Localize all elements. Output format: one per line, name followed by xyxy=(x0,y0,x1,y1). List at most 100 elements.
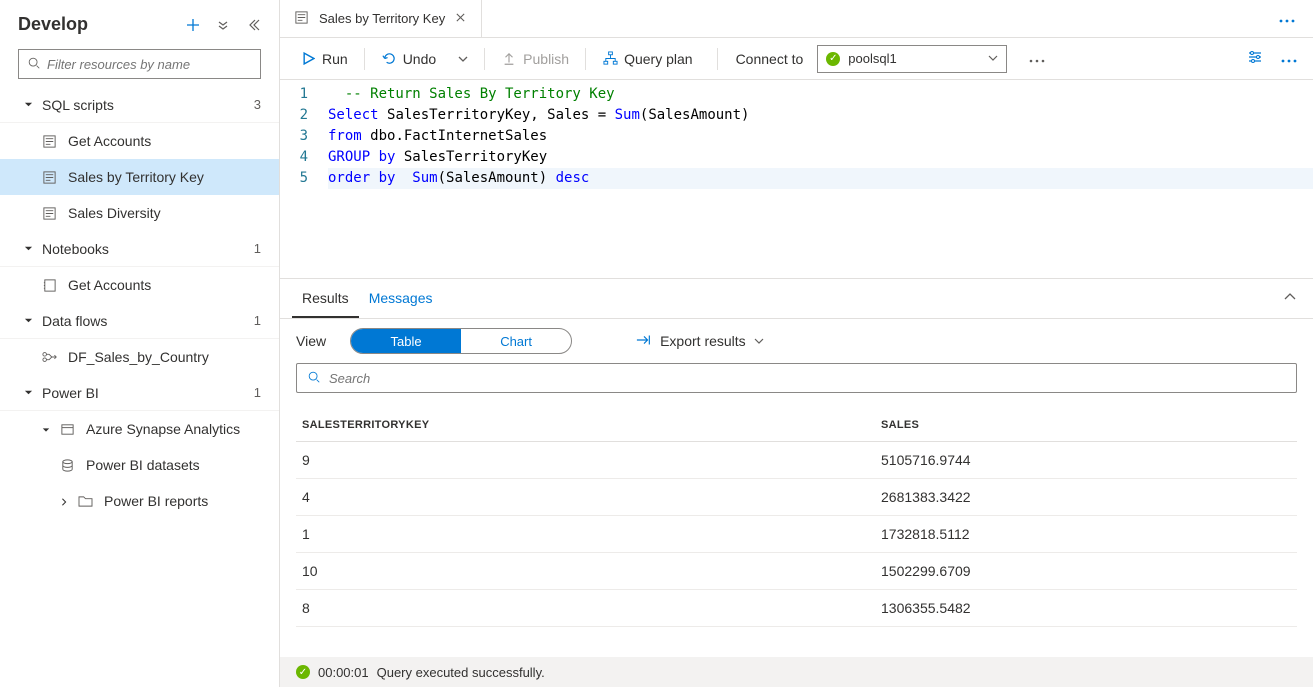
export-results-button[interactable]: Export results xyxy=(636,333,764,350)
table-cell: 4 xyxy=(296,479,875,516)
filter-input-field[interactable] xyxy=(47,57,252,72)
connect-to-label: Connect to xyxy=(736,51,804,67)
results-viewbar: View Table Chart Export results xyxy=(280,319,1313,363)
results-search-input[interactable] xyxy=(329,371,1286,386)
chevron-down-icon xyxy=(24,241,36,256)
chevron-down-icon xyxy=(24,313,36,328)
toolbar-overflow-icon[interactable] xyxy=(1029,51,1045,66)
play-icon xyxy=(300,51,316,67)
view-label: View xyxy=(296,333,326,349)
undo-button[interactable]: Undo xyxy=(373,47,444,71)
undo-icon xyxy=(381,51,397,67)
code-area[interactable]: -- Return Sales By Territory KeySelect S… xyxy=(320,80,1313,278)
section-count: 1 xyxy=(254,313,261,328)
tree-item[interactable]: Power BI datasets xyxy=(0,447,279,483)
sidebar-title: Develop xyxy=(18,14,185,35)
item-label: Sales by Territory Key xyxy=(68,169,204,185)
chevron-down-icon xyxy=(754,333,764,349)
tab-label: Sales by Territory Key xyxy=(319,11,445,26)
tree-item[interactable]: Sales Diversity xyxy=(0,195,279,231)
status-time: 00:00:01 xyxy=(318,665,369,680)
item-label: Power BI datasets xyxy=(86,457,200,473)
chevron-down-icon xyxy=(24,97,36,112)
chevron-down-icon xyxy=(988,51,998,66)
search-icon xyxy=(307,370,321,387)
table-row[interactable]: 95105716.9744 xyxy=(296,442,1297,479)
table-row[interactable]: 11732818.5112 xyxy=(296,516,1297,553)
section-count: 1 xyxy=(254,241,261,256)
tree-item[interactable]: Get Accounts xyxy=(0,267,279,303)
status-ok-icon: ✓ xyxy=(296,665,310,679)
item-label: Sales Diversity xyxy=(68,205,161,221)
run-button[interactable]: Run xyxy=(292,47,356,71)
item-label: DF_Sales_by_Country xyxy=(68,349,209,365)
sidebar-header: Develop xyxy=(0,6,279,45)
status-bar: ✓ 00:00:01 Query executed successfully. xyxy=(280,657,1313,687)
pool-dropdown[interactable]: ✓ poolsql1 xyxy=(817,45,1007,73)
results-search[interactable] xyxy=(296,363,1297,393)
table-cell: 1732818.5112 xyxy=(875,516,1297,553)
status-ok-icon: ✓ xyxy=(826,52,840,66)
more-icon[interactable] xyxy=(1277,47,1301,70)
section-label: Data flows xyxy=(42,313,254,329)
tree-section[interactable]: Power BI1 xyxy=(0,375,279,411)
collapse-results-icon[interactable] xyxy=(1279,286,1301,311)
tree-item[interactable]: Get Accounts xyxy=(0,123,279,159)
collapse-pane-icon[interactable] xyxy=(245,17,261,33)
item-label: Get Accounts xyxy=(68,277,151,293)
chevron-down-icon xyxy=(42,422,50,437)
results-panel: Results Messages View Table Chart Export… xyxy=(280,278,1313,687)
table-cell: 1306355.5482 xyxy=(875,590,1297,627)
seg-chart[interactable]: Chart xyxy=(461,329,571,353)
table-cell: 2681383.3422 xyxy=(875,479,1297,516)
tree-item[interactable]: DF_Sales_by_Country xyxy=(0,339,279,375)
tab-messages[interactable]: Messages xyxy=(359,279,443,318)
settings-icon[interactable] xyxy=(1243,45,1267,72)
seg-table[interactable]: Table xyxy=(351,329,461,353)
script-icon xyxy=(42,169,58,185)
add-icon[interactable] xyxy=(185,17,201,33)
table-cell: 5105716.9744 xyxy=(875,442,1297,479)
workspace-icon xyxy=(60,421,76,437)
table-row[interactable]: 101502299.6709 xyxy=(296,553,1297,590)
table-cell: 1502299.6709 xyxy=(875,553,1297,590)
table-row[interactable]: 81306355.5482 xyxy=(296,590,1297,627)
tree-item[interactable]: Sales by Territory Key xyxy=(0,159,279,195)
tab-sales-by-territory-key[interactable]: Sales by Territory Key xyxy=(280,0,482,37)
line-gutter: 12345 xyxy=(280,80,320,278)
filter-resources-input[interactable] xyxy=(18,49,261,79)
item-label: Power BI reports xyxy=(104,493,208,509)
status-message: Query executed successfully. xyxy=(377,665,545,680)
query-plan-icon xyxy=(602,51,618,67)
tree-section[interactable]: Notebooks1 xyxy=(0,231,279,267)
expand-all-icon[interactable] xyxy=(215,17,231,33)
develop-sidebar: Develop SQL scripts3 Get Accounts Sales by… xyxy=(0,0,280,687)
table-row[interactable]: 42681383.3422 xyxy=(296,479,1297,516)
resource-tree: SQL scripts3 Get Accounts Sales by Territo… xyxy=(0,87,279,687)
sql-toolbar: Run Undo Publish Query plan Connect to ✓… xyxy=(280,38,1313,80)
tab-overflow-icon[interactable] xyxy=(1271,11,1303,26)
table-cell: 8 xyxy=(296,590,875,627)
results-tabs: Results Messages xyxy=(280,279,1313,319)
tree-item[interactable]: Power BI reports xyxy=(0,483,279,519)
section-label: Power BI xyxy=(42,385,254,401)
main-panel: Sales by Territory Key Run Undo Publish … xyxy=(280,0,1313,687)
item-label: Get Accounts xyxy=(68,133,151,149)
query-plan-button[interactable]: Query plan xyxy=(594,47,700,71)
tab-results[interactable]: Results xyxy=(292,279,359,318)
chevron-down-icon xyxy=(24,385,36,400)
script-icon xyxy=(42,133,58,149)
item-label: Azure Synapse Analytics xyxy=(86,421,240,437)
export-icon xyxy=(636,333,652,350)
column-header[interactable]: SALES xyxy=(875,409,1297,442)
close-icon[interactable] xyxy=(455,11,467,26)
tree-section[interactable]: Data flows1 xyxy=(0,303,279,339)
sql-editor[interactable]: 12345 -- Return Sales By Territory KeySe… xyxy=(280,80,1313,278)
tree-section[interactable]: SQL scripts3 xyxy=(0,87,279,123)
table-cell: 1 xyxy=(296,516,875,553)
undo-dropdown[interactable] xyxy=(450,50,476,68)
results-grid[interactable]: SALESTERRITORYKEYSALES 95105716.97444268… xyxy=(296,409,1297,657)
view-segmented-control: Table Chart xyxy=(350,328,572,354)
column-header[interactable]: SALESTERRITORYKEY xyxy=(296,409,875,442)
tree-item[interactable]: Azure Synapse Analytics xyxy=(0,411,279,447)
